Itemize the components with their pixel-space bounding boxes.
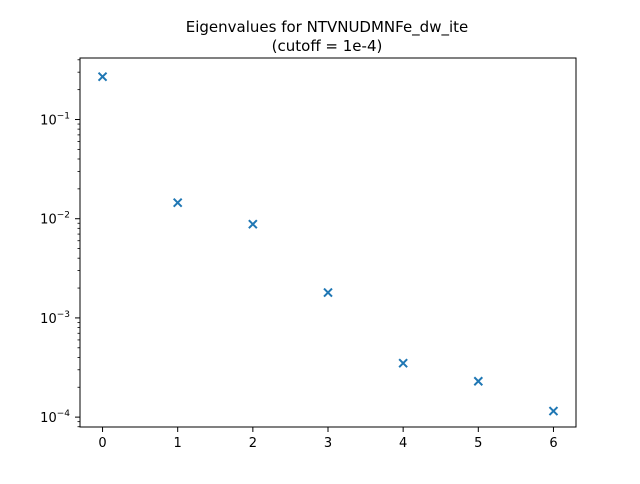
- y-tick-label: 10−2: [40, 211, 70, 228]
- x-tick-label: 3: [324, 436, 332, 451]
- x-tick-label: 1: [174, 436, 182, 451]
- x-tick-label: 4: [399, 436, 407, 451]
- x-tick-label: 2: [249, 436, 257, 451]
- data-point-marker: [97, 72, 108, 82]
- y-axis-ticks: 10−1 10−2 10−3 10−4: [40, 112, 80, 426]
- plot-area-frame: [79, 57, 577, 428]
- chart-title: Eigenvalues for NTVNUDMNFe_dw_ite: [186, 18, 469, 37]
- x-tick-label: 5: [474, 436, 482, 451]
- y-tick-label: 10−3: [40, 310, 70, 327]
- data-point-marker: [398, 358, 408, 368]
- x-tick-label: 6: [549, 436, 557, 451]
- x-axis-ticks: 0 1 2 3 4 5 6: [98, 427, 558, 451]
- data-point-marker: [473, 376, 484, 386]
- y-tick-label: 10−1: [40, 112, 70, 129]
- data-point-marker: [548, 406, 559, 416]
- data-point-marker: [248, 219, 258, 229]
- y-tick-label: 10−4: [40, 409, 70, 426]
- data-point-marker: [172, 198, 183, 208]
- chart-subtitle: (cutoff = 1e-4): [272, 37, 383, 55]
- data-markers: [97, 72, 559, 416]
- data-point-marker: [323, 287, 333, 298]
- x-tick-label: 0: [98, 436, 106, 451]
